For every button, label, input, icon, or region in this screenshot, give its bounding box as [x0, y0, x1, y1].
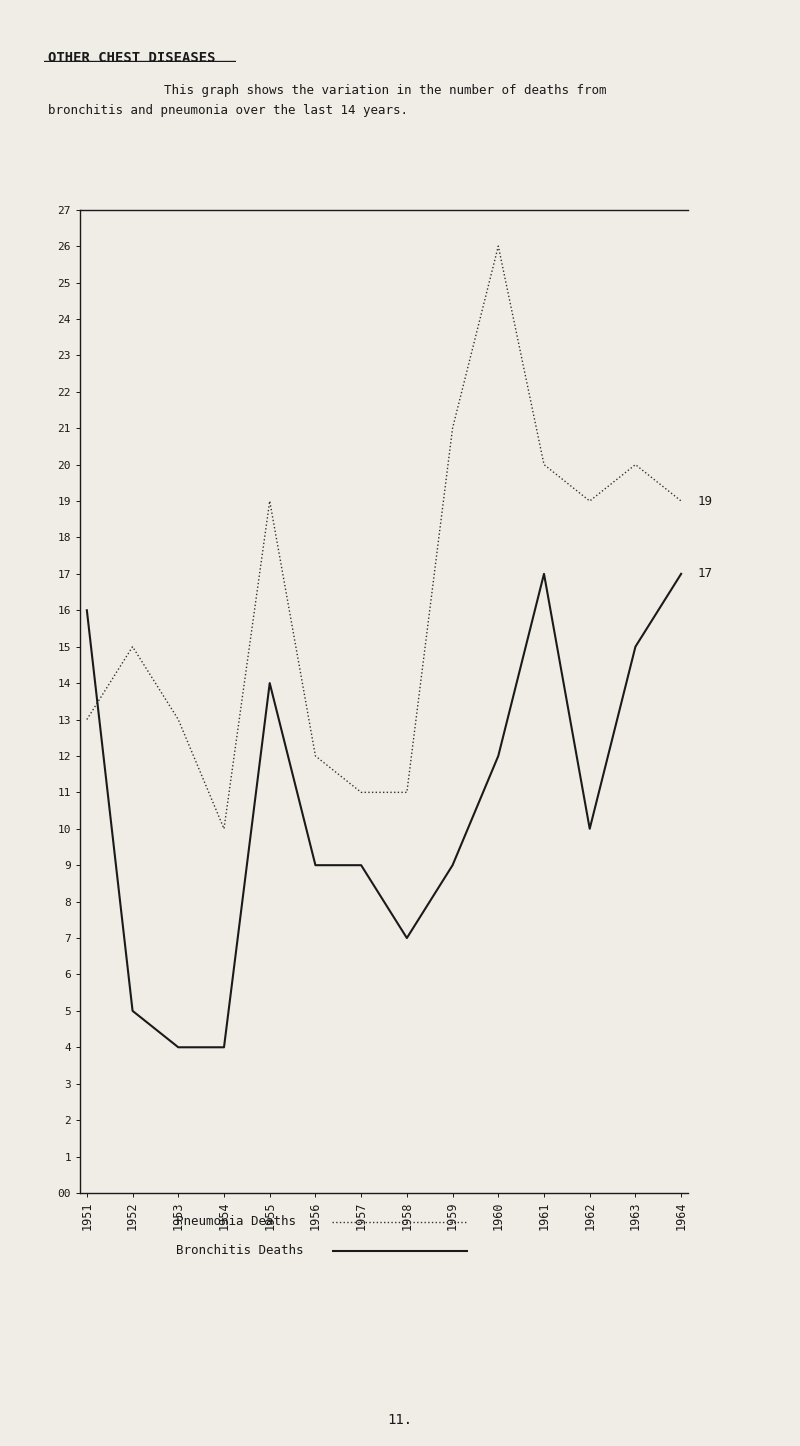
- Text: Pneumonia Deaths: Pneumonia Deaths: [176, 1216, 296, 1228]
- Text: bronchitis and pneumonia over the last 14 years.: bronchitis and pneumonia over the last 1…: [48, 104, 408, 117]
- Text: 17: 17: [697, 567, 712, 580]
- Text: 19: 19: [697, 495, 712, 508]
- Text: Bronchitis Deaths: Bronchitis Deaths: [176, 1245, 303, 1257]
- Text: OTHER CHEST DISEASES: OTHER CHEST DISEASES: [48, 51, 215, 65]
- Text: 11.: 11.: [387, 1413, 413, 1427]
- Text: This graph shows the variation in the number of deaths from: This graph shows the variation in the nu…: [104, 84, 606, 97]
